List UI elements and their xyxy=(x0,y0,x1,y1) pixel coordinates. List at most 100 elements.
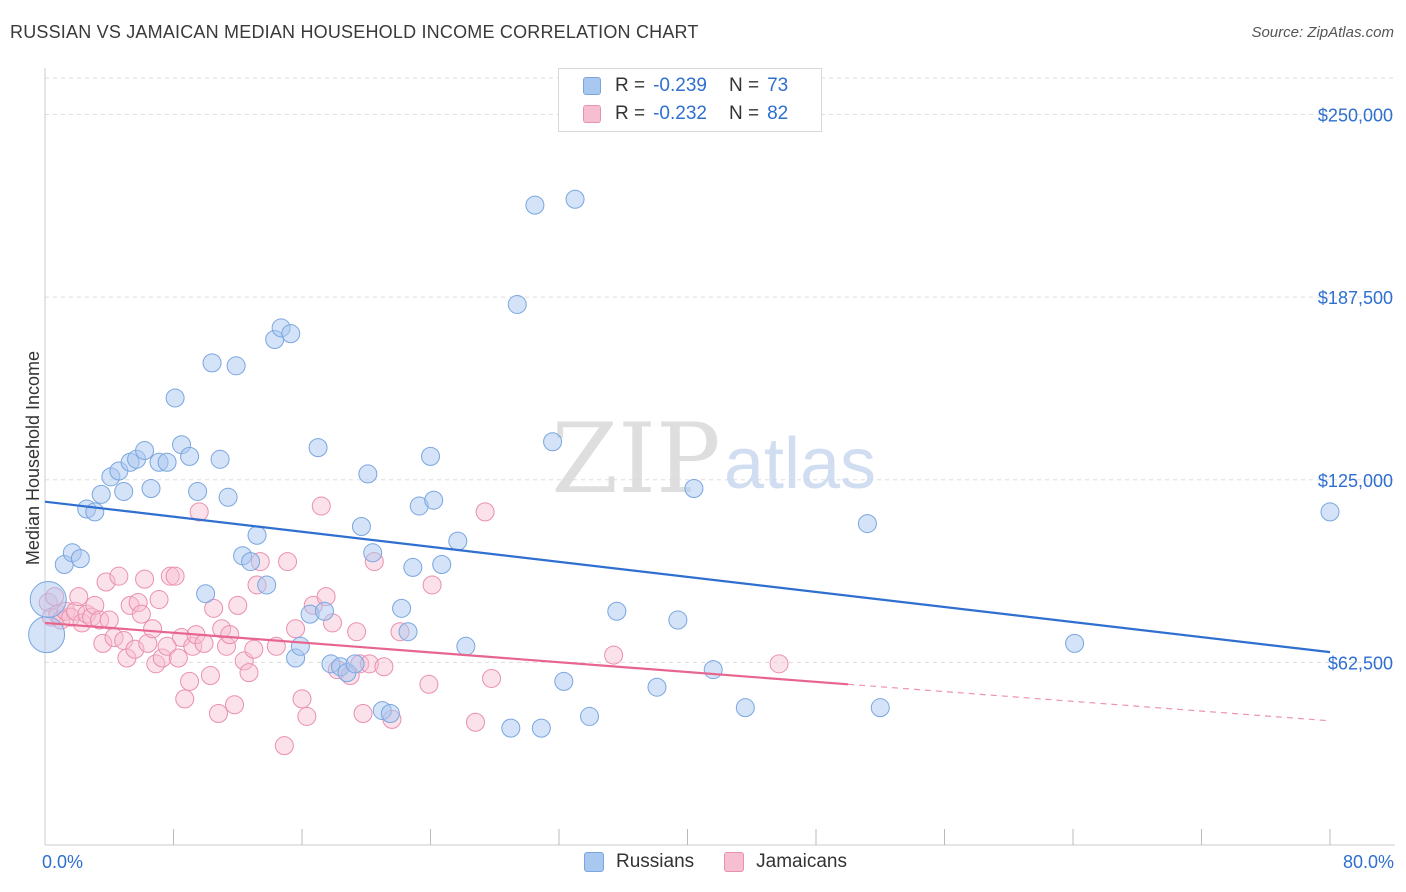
gridlines xyxy=(45,77,1395,663)
russians-point xyxy=(543,432,563,452)
watermark-zip: ZIP xyxy=(551,403,720,515)
russians-point xyxy=(735,698,755,718)
jamaicans-point xyxy=(374,657,394,677)
russians-point xyxy=(85,502,105,522)
jamaicans-point xyxy=(90,610,110,630)
russians-point xyxy=(403,557,423,577)
russians-point xyxy=(29,581,67,619)
watermark: ZIP atlas xyxy=(551,403,876,515)
jamaicans-point xyxy=(96,572,116,592)
jamaicans-point xyxy=(93,633,113,653)
jamaicans-point xyxy=(157,636,177,656)
jamaicans-point xyxy=(228,595,248,615)
jamaicans-point xyxy=(419,674,439,694)
russians-point xyxy=(857,514,877,534)
y-tick-label: $250,000 xyxy=(1318,106,1393,126)
legend-item-russians: Russians xyxy=(584,851,694,873)
jamaicans-point xyxy=(200,666,220,686)
russians-point xyxy=(684,479,704,499)
jamaicans-point xyxy=(135,569,155,589)
russians-point xyxy=(210,449,230,469)
jamaicans-point xyxy=(239,663,259,683)
jamaicans-point xyxy=(131,604,151,624)
russians-point xyxy=(580,706,600,726)
russians-point xyxy=(91,484,111,504)
russians-point xyxy=(421,446,440,466)
russians-point xyxy=(114,481,134,501)
russians-point xyxy=(226,356,246,376)
jamaicans-point xyxy=(244,639,264,659)
russians-point xyxy=(531,718,551,738)
russians-point xyxy=(363,543,383,563)
jamaicans-point xyxy=(109,566,129,586)
russians-point xyxy=(135,441,155,461)
jamaicans-swatch xyxy=(583,105,601,123)
jamaicans-point xyxy=(311,496,331,516)
russians-point xyxy=(668,610,688,630)
russians-point xyxy=(1065,633,1085,653)
jamaicans-point xyxy=(347,622,367,642)
jamaicans-point xyxy=(208,704,228,724)
jamaicans-point xyxy=(278,552,298,572)
jamaicans-point xyxy=(99,610,119,630)
russians-point xyxy=(432,554,452,574)
russians-point xyxy=(165,388,185,408)
jamaicans-point xyxy=(149,590,169,610)
russians-point xyxy=(448,531,468,551)
jamaicans-point xyxy=(85,595,105,615)
jamaicans-legend-swatch xyxy=(724,852,745,872)
jamaicans-r-label: R = xyxy=(615,103,646,124)
russians-point xyxy=(501,718,521,738)
jamaicans-point xyxy=(292,689,312,709)
russians-swatch xyxy=(583,77,601,95)
russians-point xyxy=(202,353,222,373)
jamaicans-point xyxy=(180,671,200,691)
jamaicans-r-value: -0.232 xyxy=(653,103,707,124)
jamaicans-point xyxy=(604,645,624,665)
jamaicans-point xyxy=(422,575,442,595)
y-axis-label: Median Household Income xyxy=(23,351,43,565)
russians-point xyxy=(424,490,444,510)
correlation-legend: R = -0.239 N = 73 R = -0.232 N = 82 xyxy=(558,68,822,132)
russians-point xyxy=(180,446,200,466)
russians-point xyxy=(703,660,723,680)
jamaicans-point xyxy=(168,648,188,668)
russians-point xyxy=(141,479,161,499)
series-legend: Russians Jamaicans xyxy=(584,851,877,873)
jamaicans-point xyxy=(286,619,306,639)
russians-point xyxy=(456,636,476,656)
jamaicans-point xyxy=(152,648,172,668)
russians-legend-label: Russians xyxy=(616,851,695,872)
trend-lines xyxy=(44,500,1331,722)
legend-item-jamaicans: Jamaicans xyxy=(724,851,847,873)
russians-point xyxy=(257,575,277,595)
y-tick-label: $125,000 xyxy=(1318,471,1393,491)
jamaicans-point xyxy=(143,619,163,639)
x-axis-min-label: 0.0% xyxy=(42,852,84,872)
jamaicans-point xyxy=(125,639,145,659)
russians-point xyxy=(188,481,208,501)
russians-legend-swatch xyxy=(584,852,604,872)
y-axis-label-text: Median Household Income xyxy=(23,351,43,565)
jamaicans-point xyxy=(204,598,224,618)
russians-point xyxy=(157,452,177,472)
jamaicans-point xyxy=(353,704,373,724)
russians-point xyxy=(218,487,238,507)
russians-point xyxy=(281,324,301,344)
axes xyxy=(44,68,1395,846)
jamaicans-trend-extension xyxy=(848,683,1331,722)
watermark-atlas: atlas xyxy=(724,424,876,504)
russians-point xyxy=(565,189,585,209)
russians-point xyxy=(314,601,334,621)
jamaicans-point xyxy=(769,654,789,674)
legend-row-jamaicans: R = -0.232 N = 82 xyxy=(583,101,788,127)
jamaicans-point xyxy=(69,587,89,607)
jamaicans-trend-line xyxy=(44,621,849,686)
jamaicans-point xyxy=(465,712,485,732)
russians-point xyxy=(308,438,328,458)
jamaicans-point xyxy=(189,502,209,522)
russians-point xyxy=(554,671,574,691)
russians-r-label: R = xyxy=(615,75,646,96)
jamaicans-point xyxy=(165,566,185,586)
